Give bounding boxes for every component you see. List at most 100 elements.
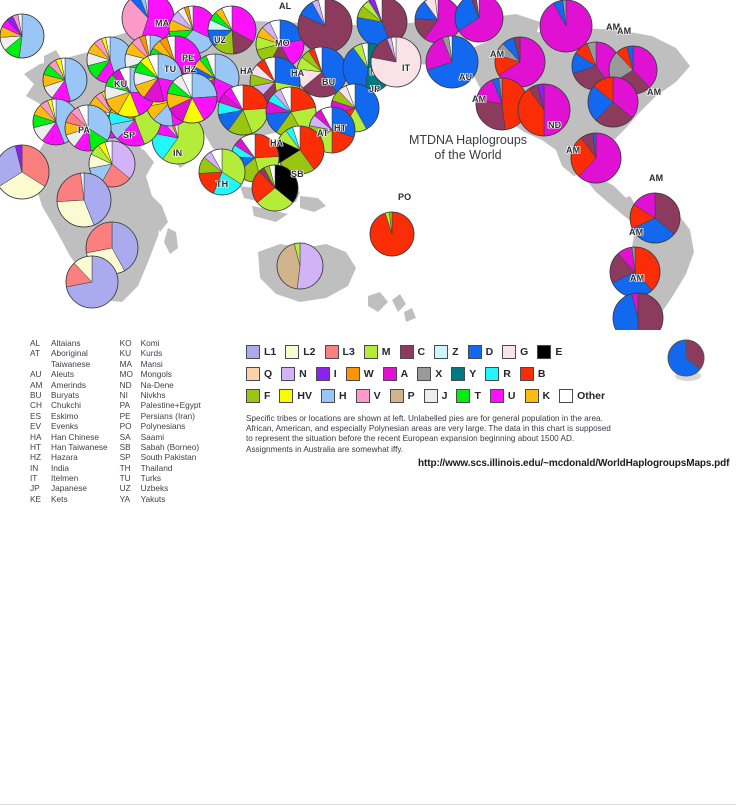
legend-item-h[interactable]: H — [321, 389, 347, 403]
pie-chart-am — [609, 246, 661, 298]
legend-item-r[interactable]: R — [485, 367, 511, 381]
abbreviation-name: Saami — [140, 431, 165, 442]
legend-item-j[interactable]: J — [423, 389, 447, 403]
legend-item-d[interactable]: D — [467, 345, 494, 359]
legend-swatch-icon — [451, 367, 466, 381]
pie-label-ha: HA — [270, 138, 284, 148]
legend-item-u[interactable]: U — [489, 389, 516, 403]
abbreviation-row: YA Yakuts — [120, 494, 201, 504]
legend-swatch-icon — [485, 367, 500, 381]
legend-item-q[interactable]: Q — [246, 367, 272, 381]
abbreviation-name: Han Chinese — [51, 431, 99, 442]
abbreviation-code: UZ — [119, 483, 131, 494]
legend-label: R — [503, 368, 511, 380]
abbreviation-name: South Pakistan — [140, 452, 197, 463]
abbreviation-row: AU Aleuts — [30, 369, 108, 379]
pie-chart-ev — [297, 0, 353, 54]
legend-item-n[interactable]: N — [281, 367, 307, 381]
legend-item-hv[interactable]: HV — [279, 389, 312, 403]
legend-swatch-icon — [559, 389, 574, 403]
legend-label: E — [555, 346, 563, 358]
legend-swatch-icon — [519, 367, 534, 381]
legend-item-t[interactable]: T — [456, 389, 481, 403]
abbreviation-row: PO Polynesians — [120, 421, 201, 431]
legend-swatch-icon — [246, 389, 260, 403]
legend-item-m[interactable]: M — [363, 345, 391, 359]
abbreviation-row: BU Buryats — [30, 390, 108, 400]
legend-item-x[interactable]: X — [417, 367, 442, 381]
source-url[interactable]: http://www.scs.illinois.edu/~mcdonald/Wo… — [418, 458, 730, 469]
legend-label: W — [363, 368, 374, 380]
pie-label-am: AM — [629, 227, 644, 237]
pie-chart-ha — [217, 84, 269, 136]
pie-chart-it — [370, 36, 422, 88]
abbreviation-code: NI — [119, 389, 128, 400]
legend-item-l3[interactable]: L3 — [324, 345, 355, 359]
pie-chart-pe — [166, 72, 218, 124]
legend-item-b[interactable]: B — [519, 367, 545, 381]
pie-label-th: TH — [216, 179, 229, 189]
map-title: MTDNA Haplogroups of the World — [388, 133, 548, 163]
legend-item-v[interactable]: V — [355, 389, 381, 403]
abbreviation-code: KU — [119, 348, 132, 359]
pie-label-nd: ND — [548, 120, 562, 130]
abbreviation-code: IT — [30, 473, 38, 484]
legend-item-e[interactable]: E — [537, 345, 562, 359]
abbreviation-column-left: AL Altaians AT Aboriginal Taiwanese AU Aleuts A… — [30, 338, 108, 504]
legend-label: P — [407, 390, 415, 402]
pie-chart-ke — [207, 5, 257, 55]
pie-chart-am — [608, 45, 658, 95]
legend-swatch-icon — [423, 389, 438, 403]
legend-item-z[interactable]: Z — [434, 345, 459, 359]
legend-label: V — [373, 390, 381, 402]
abbreviation-code — [30, 359, 51, 369]
pie-chart-th — [198, 148, 246, 196]
legend-swatch-icon — [321, 389, 336, 403]
legend-swatch-icon — [246, 367, 260, 381]
legend-item-i[interactable]: I — [315, 367, 337, 381]
legend-label: A — [400, 368, 409, 380]
abbreviation-code: AU — [30, 369, 42, 380]
abbreviation-code: PO — [119, 421, 132, 432]
abbreviation-code: BU — [30, 389, 42, 400]
legend-item-p[interactable]: P — [389, 389, 415, 403]
legend-label: C — [417, 346, 426, 358]
legend-label: N — [299, 368, 307, 380]
legend-swatch-icon — [434, 345, 449, 359]
abbreviation-row: ES Eskimo — [30, 411, 108, 421]
legend-label: D — [485, 346, 494, 358]
pie-label-pe: PE — [182, 53, 195, 63]
legend-item-other[interactable]: Other — [559, 389, 605, 403]
legend-panel: AL Altaians AT Aboriginal Taiwanese AU Aleuts A… — [0, 330, 736, 805]
pie-chart-sb — [251, 164, 299, 212]
legend-label: K — [542, 390, 551, 402]
legend-item-l2[interactable]: L2 — [285, 345, 316, 359]
pie-label-ht: HT — [334, 123, 347, 133]
abbreviation-row: SP South Pakistan — [120, 452, 201, 462]
legend-label: L2 — [303, 346, 316, 358]
legend-swatch-icon — [345, 367, 360, 381]
legend-item-f[interactable]: F — [246, 389, 270, 403]
abbreviation-row: PA Palestine+Egypt — [120, 400, 201, 410]
abbreviation-name: Aboriginal — [51, 348, 88, 359]
legend-swatch-icon — [524, 389, 539, 403]
map-title-line2: of the World — [434, 148, 502, 162]
pie-chart-am — [587, 76, 639, 128]
pie-label-am: AM — [649, 173, 664, 183]
abbreviation-name: Japanese — [51, 483, 87, 494]
legend-item-k[interactable]: K — [524, 389, 551, 403]
pie-label-bu: BU — [322, 77, 336, 87]
pie-chart-pa — [64, 104, 112, 152]
legend-item-y[interactable]: Y — [451, 367, 476, 381]
pie-label-am: AM — [490, 49, 505, 59]
pie-label-at: AT — [317, 128, 329, 138]
legend-item-w[interactable]: W — [345, 367, 374, 381]
abbreviation-code: AL — [30, 338, 41, 348]
legend-item-c[interactable]: C — [399, 345, 426, 359]
legend-item-l1[interactable]: L1 — [246, 345, 276, 359]
abbreviation-code: KE — [30, 493, 42, 504]
legend-item-g[interactable]: G — [502, 345, 528, 359]
map-title-line1: MTDNA Haplogroups — [408, 133, 528, 147]
legend-item-a[interactable]: A — [382, 367, 409, 381]
